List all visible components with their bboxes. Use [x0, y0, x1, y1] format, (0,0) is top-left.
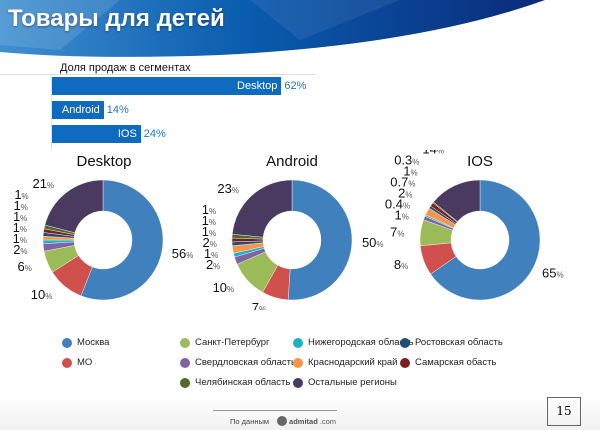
admitad-logo[interactable]: admitad .com	[277, 416, 336, 426]
legend-label: Нижегородская область	[308, 337, 414, 348]
bar-chart-baseline	[0, 74, 316, 75]
donut-value-label: 7%	[252, 300, 266, 310]
legend-swatch-icon	[180, 377, 190, 388]
legend-item: Санкт-Петербург	[180, 337, 270, 348]
legend-label: МО	[77, 357, 93, 368]
donut-charts: 56%10%6%2%1%1%1%1%1%21%50%7%10%2%1%2%1%1…	[13, 150, 564, 310]
bar-ios: IOS	[52, 125, 141, 143]
donut-value-label: 0.7%	[390, 174, 415, 189]
legend-label: Челябинская область	[195, 377, 291, 388]
legend-label: Санкт-Петербург	[195, 337, 270, 348]
donut-value-label: 1%	[202, 213, 216, 228]
bar-value-label: 14%	[106, 104, 129, 116]
legend-label: Свердловская область	[195, 357, 296, 368]
donut-value-label: 23%	[217, 181, 239, 196]
legend-label: Краснодарский край	[308, 357, 398, 368]
donut-value-label: 65%	[542, 266, 564, 281]
source-label: По данным	[230, 416, 270, 426]
donut-value-label: 10%	[31, 287, 53, 302]
donut-value-label: 14%	[422, 150, 444, 156]
legend-swatch-icon	[62, 357, 72, 368]
donut-value-label: 2%	[398, 185, 412, 200]
donut-value-label: 1%	[13, 220, 27, 235]
bar-value-label: 24%	[143, 128, 166, 140]
donut-value-label: 2%	[203, 235, 217, 250]
donut-value-label: 0.4%	[385, 196, 410, 211]
footer-divider	[213, 410, 337, 411]
legend-item: Ростовская область	[400, 337, 503, 348]
page-number: 15	[547, 397, 581, 426]
legend-item: Самарская обасть	[400, 357, 496, 368]
header-banner	[0, 0, 545, 57]
donut-slice	[433, 179, 481, 222]
donut-value-label: 1%	[403, 163, 417, 178]
donut-value-label: 1%	[204, 246, 218, 261]
donut-value-label: 56%	[172, 246, 194, 261]
legend-item: Краснодарский край	[293, 357, 397, 368]
footer-background	[0, 395, 600, 430]
bar-desktop: Desktop	[52, 77, 282, 95]
legend-label: Остальные регионы	[308, 377, 397, 388]
legend-swatch-icon	[62, 337, 72, 348]
legend-item: Остальные регионы	[293, 377, 397, 388]
legend-swatch-icon	[180, 337, 190, 348]
donut-value-label: 10%	[213, 280, 235, 295]
donut-title-desktop: Desktop	[76, 153, 132, 170]
footer-source: По данным admitad .com	[230, 416, 336, 426]
donut-value-label: 1%	[14, 187, 28, 202]
legend-item: Челябинская область	[180, 377, 290, 388]
legend-item: Свердловская область	[180, 357, 296, 368]
donut-value-label: 1%	[202, 224, 216, 239]
donut-value-label: 1%	[14, 198, 28, 213]
donut-title-ios: IOS	[467, 153, 493, 170]
legend-label: Ростовская область	[415, 337, 503, 348]
donut-slice	[430, 179, 541, 301]
donut-slice	[44, 179, 104, 234]
legend-item: Нижегородская область	[293, 337, 414, 348]
donut-value-label: 1%	[13, 209, 27, 224]
donut-value-label: 7%	[390, 224, 404, 239]
donut-value-label: 21%	[33, 176, 55, 191]
page-title: Товары для детей	[8, 5, 225, 32]
legend-swatch-icon	[293, 377, 303, 388]
donut-value-label: 1%	[202, 202, 216, 217]
bar-android: Android	[52, 101, 104, 119]
donut-value-label: 0.3%	[394, 152, 419, 167]
donut-value-label: 2%	[206, 257, 220, 272]
bar-chart-title: Доля продаж в сегментах	[60, 62, 191, 74]
admitad-logo-icon	[277, 416, 288, 426]
donut-slice	[287, 179, 353, 301]
legend-swatch-icon	[293, 337, 303, 348]
legend-label: Москва	[77, 337, 110, 348]
legend-item: Москва	[62, 337, 109, 348]
legend-swatch-icon	[180, 357, 190, 368]
legend-item: МО	[62, 357, 92, 368]
bar-value-label: 62%	[284, 80, 307, 92]
logo-text: admitad	[289, 416, 318, 426]
legend-swatch-icon	[400, 337, 410, 348]
legend-swatch-icon	[293, 357, 303, 368]
donut-title-android: Android	[266, 153, 318, 170]
legend-swatch-icon	[400, 357, 410, 368]
donut-value-label: 2%	[13, 242, 27, 257]
logo-suffix: .com	[319, 416, 337, 426]
donut-value-label: 8%	[394, 257, 408, 272]
donut-value-label: 50%	[362, 235, 384, 250]
bar-chart-axis	[51, 74, 52, 150]
donut-value-label: 6%	[18, 259, 32, 274]
legend-label: Самарская обасть	[415, 357, 497, 368]
donut-value-label: 1%	[395, 207, 409, 222]
donut-value-label: 1%	[13, 231, 27, 246]
donut-slice	[232, 179, 293, 238]
